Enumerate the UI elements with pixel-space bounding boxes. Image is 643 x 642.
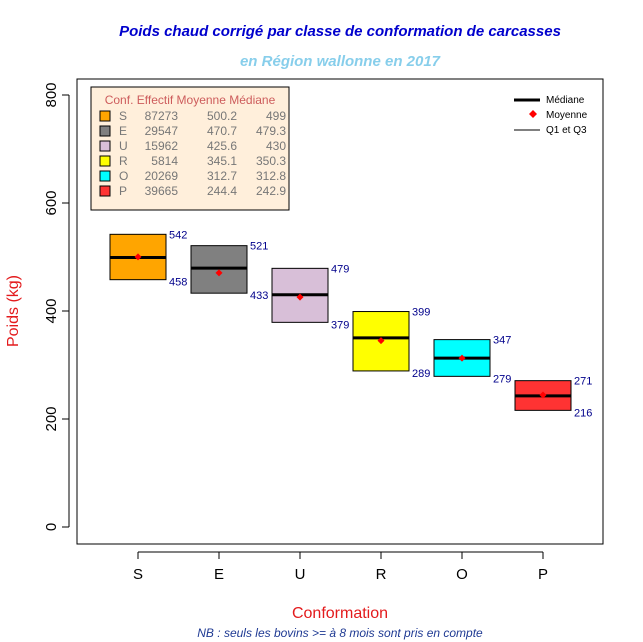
mean-marker (539, 391, 547, 399)
table-moyenne: 470.7 (207, 124, 237, 138)
legend-mean-symbol (529, 110, 537, 118)
legend-label: Moyenne (546, 110, 588, 121)
table-moyenne: 425.6 (207, 139, 237, 153)
summary-table: Conf. Effectif Moyenne Médiane S 87273 500.… (90, 86, 290, 211)
plot-frame (76, 78, 604, 545)
table-moyenne: 244.4 (207, 184, 237, 198)
q1-label: 458 (169, 277, 187, 289)
table-mediane: 312.8 (256, 169, 286, 183)
footnote: NB : seuls les bovins >= à 8 mois sont p… (197, 626, 483, 640)
y-tick-label: 200 (43, 406, 60, 431)
table-swatch (99, 125, 111, 137)
q1-label: 279 (493, 373, 511, 385)
y-tick-label: 400 (43, 298, 60, 323)
table-moyenne: 312.7 (207, 169, 237, 183)
q3-label: 271 (574, 376, 592, 388)
table-effectif: 20269 (145, 169, 179, 183)
x-tick-label: O (456, 566, 468, 583)
y-tick-label: 600 (43, 190, 60, 215)
boxes-layer: 542 458 521 433 479 379 399 289 347 279 271 216 (109, 229, 592, 419)
y-tick-label: 0 (43, 523, 60, 531)
table-header: Conf. Effectif Moyenne Médiane (105, 93, 276, 107)
legend-label: Médiane (546, 95, 585, 106)
table-swatch (99, 110, 111, 122)
x-tick-label: E (214, 566, 224, 583)
table-conf: U (119, 139, 128, 153)
table-swatch (99, 185, 111, 197)
x-axis-label: Conformation (292, 605, 388, 622)
x-tick-label: P (538, 566, 548, 583)
table-conf: R (119, 154, 128, 168)
table-effectif: 29547 (145, 124, 179, 138)
q3-label: 399 (412, 307, 430, 319)
q1-label: 379 (331, 319, 349, 331)
table-conf: O (119, 169, 128, 183)
x-tick-label: U (295, 566, 306, 583)
table-background (90, 86, 290, 211)
mean-marker (296, 293, 304, 301)
table-conf: E (119, 124, 127, 138)
table-effectif: 5814 (151, 154, 178, 168)
q3-label: 347 (493, 335, 511, 347)
table-conf: S (119, 109, 127, 123)
table-moyenne: 345.1 (207, 154, 237, 168)
table-moyenne: 500.2 (207, 109, 237, 123)
table-effectif: 39665 (145, 184, 179, 198)
mean-marker (215, 269, 223, 277)
table-mediane: 479.3 (256, 124, 286, 138)
chart-subtitle: en Région wallonne en 2017 (240, 53, 441, 70)
x-tick-label: R (376, 566, 387, 583)
y-axis-label: Poids (kg) (5, 275, 22, 347)
table-swatch (99, 140, 111, 152)
q3-label: 542 (169, 229, 187, 241)
q3-label: 479 (331, 263, 349, 275)
table-conf: P (119, 184, 127, 198)
table-mediane: 499 (266, 109, 286, 123)
table-mediane: 350.3 (256, 154, 286, 168)
table-swatch (99, 155, 111, 167)
y-axis: 0 200 400 600 800 (43, 82, 70, 531)
x-tick-label: S (133, 566, 143, 583)
q1-label: 216 (574, 407, 592, 419)
table-mediane: 242.9 (256, 184, 286, 198)
table-swatch (99, 170, 111, 182)
mean-marker (458, 354, 466, 362)
chart-title: Poids chaud corrigé par classe de confor… (119, 23, 561, 40)
q1-label: 433 (250, 290, 268, 302)
table-mediane: 430 (266, 139, 286, 153)
mean-marker (377, 337, 385, 345)
q3-label: 521 (250, 241, 268, 253)
table-effectif: 87273 (145, 109, 179, 123)
table-effectif: 15962 (145, 139, 179, 153)
q1-label: 289 (412, 368, 430, 380)
legend: Médiane Moyenne Q1 et Q3 (514, 95, 588, 136)
legend-label: Q1 et Q3 (546, 125, 587, 136)
y-tick-label: 800 (43, 82, 60, 107)
mean-marker (134, 253, 142, 261)
